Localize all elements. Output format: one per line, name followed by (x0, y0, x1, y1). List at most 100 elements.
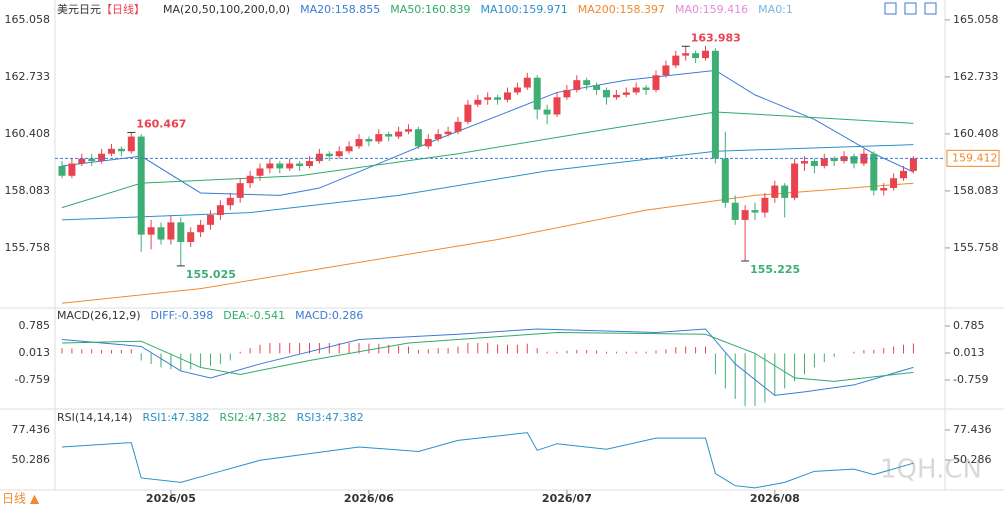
annotation: 155.225 (750, 263, 800, 276)
x-tick-label: 2026/06 (344, 492, 394, 505)
candle-body (791, 163, 799, 198)
legend-entry: RSI2:47.382 (220, 411, 287, 424)
candle-body (117, 148, 125, 152)
candle-body (632, 87, 640, 93)
legend-entry: MA100:159.971 (481, 3, 568, 16)
candle-body (365, 139, 373, 142)
legend-entry: RSI1:47.382 (142, 411, 209, 424)
annotation: 160.467 (136, 117, 186, 130)
legend-entry: MA50:160.839 (390, 3, 470, 16)
y-tick-label: 77.436 (12, 423, 51, 436)
candle-body (424, 139, 432, 147)
y-tick-label: 162.733 (953, 70, 999, 83)
candle-body (98, 153, 106, 162)
y-tick-label: 77.436 (953, 423, 992, 436)
y-tick-label: 0.013 (953, 346, 985, 359)
legend-entry: MA(20,50,100,200,0,0) (163, 3, 290, 16)
candle-body (137, 136, 145, 235)
legend-entry: RSI(14,14,14) (57, 411, 132, 424)
candle-body (830, 158, 838, 162)
candle-body (108, 148, 115, 154)
candle-body (573, 80, 581, 90)
candle-body (810, 161, 818, 166)
candle-body (355, 139, 363, 147)
y-tick-label: 155.758 (953, 241, 999, 254)
candle-body (385, 134, 393, 137)
candle-body (820, 158, 828, 166)
icon[interactable] (904, 2, 917, 15)
candle-body (593, 85, 601, 90)
candle-body (226, 197, 234, 206)
candle-body (375, 134, 383, 142)
last-price-box (946, 149, 1000, 167)
y-tick-label: -0.759 (953, 373, 988, 386)
candle-body (761, 197, 769, 213)
candle-body (850, 156, 858, 164)
x-tick-label: 2026/05 (146, 492, 196, 505)
candle-body (266, 163, 274, 169)
candle-body (533, 77, 541, 110)
period: 【日线】 (101, 2, 145, 16)
candle-body (603, 89, 610, 98)
candle-body (563, 89, 571, 98)
candle-body (246, 175, 254, 184)
candle-body (870, 153, 878, 191)
candle-body (781, 185, 789, 198)
candle-body (860, 153, 868, 164)
y-tick-label: 160.408 (5, 127, 51, 140)
candle-body (345, 146, 353, 152)
candle-body (286, 163, 294, 169)
candle-body (523, 77, 531, 88)
candle-body (58, 165, 66, 176)
candle-body (395, 131, 403, 137)
candle-body (711, 50, 719, 159)
candle-body (513, 87, 521, 93)
y-tick-label: 158.083 (953, 184, 999, 197)
candle-body (672, 55, 680, 66)
legend-entry: MA20:158.855 (300, 3, 380, 16)
y-tick-label: 0.785 (953, 319, 985, 332)
line (61, 111, 914, 209)
candle-body (692, 53, 700, 59)
candle-body (177, 222, 185, 242)
candle-body (583, 80, 591, 86)
candle-body (731, 202, 739, 220)
legend-entry: MA0:1 (758, 3, 793, 16)
candle-body (543, 109, 551, 115)
candle-body (405, 129, 412, 132)
x-tick-label: 2026/07 (542, 492, 592, 505)
candle-body (553, 97, 561, 115)
legend-entry: MACD(26,12,9) (57, 309, 141, 322)
legend-entry: DIFF:-0.398 (151, 309, 214, 322)
candle-body (702, 50, 709, 59)
candle-body (751, 210, 759, 213)
candle-body (207, 215, 214, 225)
annotation: 155.025 (186, 268, 236, 281)
candle-body (434, 134, 442, 140)
candle-body (771, 185, 779, 198)
period-button[interactable]: 日线 ▲ (2, 492, 40, 506)
candle-body (662, 65, 670, 76)
legend-entry: DEA:-0.541 (223, 309, 285, 322)
line (61, 331, 914, 382)
candle-body (127, 136, 135, 152)
candle-body (464, 104, 472, 122)
candle-body (68, 163, 76, 176)
icon[interactable] (884, 2, 897, 15)
icon[interactable] (924, 2, 937, 15)
candle-body (276, 163, 284, 169)
candle-body (642, 87, 650, 90)
candle-body (236, 183, 244, 198)
line (61, 69, 914, 196)
candle-body (197, 224, 205, 233)
candle-body (167, 222, 175, 240)
x-tick-label: 2026/08 (750, 492, 800, 505)
candle-body (801, 161, 808, 164)
y-tick-label: 165.058 (953, 13, 999, 26)
candle-body (909, 158, 917, 171)
toolbar[interactable] (884, 2, 937, 15)
candle-body (325, 153, 333, 157)
candle-body (315, 153, 323, 162)
